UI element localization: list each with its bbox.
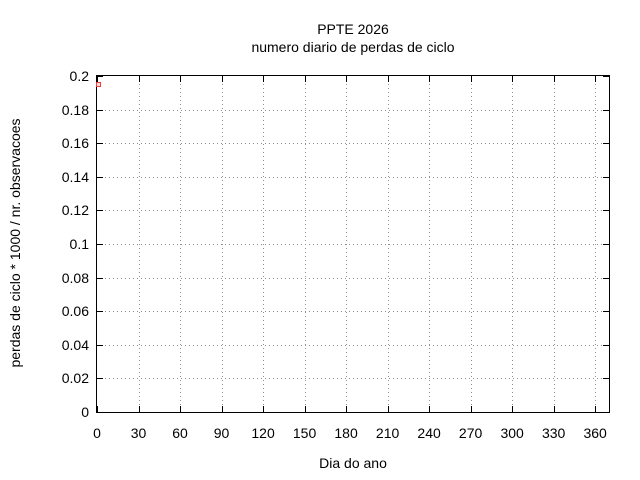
tick-mark bbox=[603, 311, 609, 313]
tick-mark bbox=[387, 406, 389, 412]
grid-line bbox=[97, 109, 609, 111]
tick-mark bbox=[97, 406, 98, 412]
tick-mark bbox=[603, 244, 609, 245]
grid-line bbox=[97, 311, 609, 313]
tick-mark bbox=[512, 76, 514, 82]
tick-mark bbox=[97, 311, 103, 313]
tick-mark bbox=[553, 76, 555, 82]
tick-mark bbox=[263, 406, 265, 412]
tick-mark bbox=[304, 406, 306, 412]
y-tick-label: 0.02 bbox=[61, 370, 89, 387]
tick-mark bbox=[603, 76, 609, 77]
tick-mark bbox=[603, 277, 609, 279]
tick-mark bbox=[97, 76, 98, 82]
chart-subtitle: numero diario de perdas de ciclo bbox=[251, 39, 455, 55]
x-tick-label: 90 bbox=[213, 425, 230, 441]
tick-mark bbox=[512, 406, 514, 412]
tick-mark bbox=[97, 277, 103, 279]
tick-mark bbox=[470, 76, 472, 82]
x-tick-label: 120 bbox=[251, 425, 275, 441]
x-tick-label: 240 bbox=[417, 425, 441, 441]
x-tick-label: 360 bbox=[583, 425, 607, 441]
y-tick-label: 0.2 bbox=[69, 68, 89, 84]
tick-mark bbox=[603, 143, 609, 145]
x-tick-label: 270 bbox=[458, 425, 483, 441]
tick-mark bbox=[603, 109, 609, 111]
tick-mark bbox=[263, 76, 265, 82]
y-tick-label: 0.04 bbox=[61, 336, 89, 353]
x-tick-label: 180 bbox=[334, 425, 358, 441]
tick-mark bbox=[603, 210, 609, 212]
data-point-marker bbox=[95, 81, 101, 87]
grid-line bbox=[97, 277, 609, 279]
x-tick-label: 60 bbox=[172, 425, 188, 441]
tick-mark bbox=[97, 143, 103, 145]
tick-mark bbox=[595, 406, 597, 412]
y-tick-label: 0.14 bbox=[61, 168, 89, 185]
tick-mark bbox=[97, 412, 103, 413]
y-tick-label: 0.06 bbox=[61, 303, 89, 320]
tick-mark bbox=[603, 412, 609, 413]
x-tick-label: 30 bbox=[130, 425, 147, 441]
tick-mark bbox=[603, 378, 609, 380]
x-axis-label: Dia do ano bbox=[319, 455, 387, 471]
tick-mark bbox=[346, 406, 348, 412]
tick-mark bbox=[221, 76, 223, 82]
tick-mark bbox=[470, 406, 472, 412]
tick-mark bbox=[603, 176, 609, 178]
tick-mark bbox=[97, 344, 103, 346]
tick-mark bbox=[429, 406, 431, 412]
tick-mark bbox=[97, 210, 103, 212]
chart-title: PPTE 2026 bbox=[317, 21, 389, 37]
y-tick-label: 0.12 bbox=[61, 202, 89, 219]
y-tick-label: 0.08 bbox=[61, 269, 89, 286]
tick-mark bbox=[138, 406, 140, 412]
tick-mark bbox=[595, 76, 597, 82]
tick-mark bbox=[346, 76, 348, 82]
grid-line bbox=[97, 244, 609, 245]
tick-mark bbox=[603, 344, 609, 346]
tick-mark bbox=[97, 76, 103, 77]
tick-mark bbox=[180, 406, 182, 412]
x-tick-label: 300 bbox=[500, 425, 524, 441]
plot-area bbox=[95, 75, 610, 413]
tick-mark bbox=[221, 406, 223, 412]
y-tick-label: 0.1 bbox=[69, 236, 89, 252]
grid-line bbox=[97, 210, 609, 212]
tick-mark bbox=[138, 76, 140, 82]
tick-mark bbox=[97, 109, 103, 111]
tick-mark bbox=[553, 406, 555, 412]
tick-mark bbox=[387, 76, 389, 82]
grid-line bbox=[97, 378, 609, 380]
tick-mark bbox=[180, 76, 182, 82]
grid-line bbox=[97, 143, 609, 145]
x-tick-label: 330 bbox=[541, 425, 566, 441]
tick-mark bbox=[97, 176, 103, 178]
y-tick-label: 0 bbox=[81, 404, 89, 420]
x-tick-label: 0 bbox=[93, 425, 101, 441]
grid-line bbox=[97, 176, 609, 178]
tick-mark bbox=[97, 378, 103, 380]
x-tick-label: 210 bbox=[375, 425, 400, 441]
tick-mark bbox=[429, 76, 431, 82]
grid-line bbox=[97, 344, 609, 346]
y-tick-label: 0.16 bbox=[61, 135, 89, 152]
y-tick-label: 0.18 bbox=[61, 101, 89, 118]
x-tick-label: 150 bbox=[292, 425, 317, 441]
tick-mark bbox=[304, 76, 306, 82]
tick-mark bbox=[97, 244, 103, 245]
